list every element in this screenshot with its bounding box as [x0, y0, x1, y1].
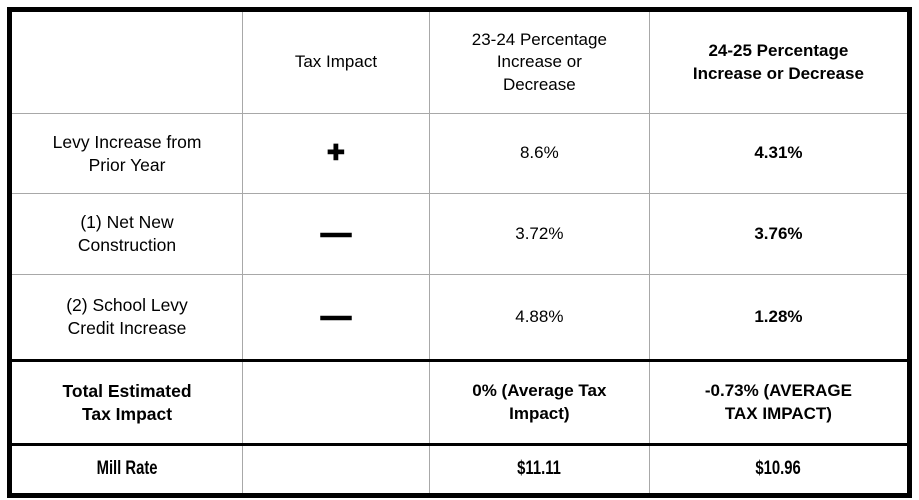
row-total-tax-impact: Total Estimated Tax Impact 0% (Average T…: [8, 359, 911, 445]
plus-symbol: +: [326, 136, 345, 170]
label-total-tax-impact: Total Estimated Tax Impact: [8, 359, 244, 445]
value-construction-23-24: 3.72%: [428, 193, 650, 275]
label-school-levy-credit: (2) School Levy Credit Increase: [8, 274, 244, 361]
value-total-24-25: -0.73% (AVERAGE TAX IMPACT): [648, 359, 911, 445]
value-mill-rate-23-24: $11.11: [428, 443, 650, 496]
minus-symbol: —: [320, 299, 352, 333]
value-levy-23-24: 8.6%: [428, 113, 650, 194]
plus-icon: +: [242, 113, 430, 194]
header-cell-blank: [8, 9, 244, 114]
label-levy-increase: Levy Increase from Prior Year: [8, 113, 244, 194]
row-school-levy-credit: (2) School Levy Credit Increase — 4.88% …: [8, 274, 911, 361]
cell-blank: [242, 359, 430, 445]
header-cell-tax-impact: Tax Impact: [242, 9, 430, 114]
header-cell-24-25: 24-25 Percentage Increase or Decrease: [648, 9, 911, 114]
minus-icon: —: [242, 274, 430, 361]
value-levy-24-25: 4.31%: [648, 113, 911, 194]
label-mill-rate: Mill Rate: [8, 443, 244, 496]
header-cell-23-24: 23-24 Percentage Increase or Decrease: [428, 9, 650, 114]
value-mill-rate-24-25: $10.96: [648, 443, 911, 496]
cell-blank: [242, 443, 430, 496]
mill-rate-24-25-text: $10.96: [755, 458, 802, 480]
value-credit-24-25: 1.28%: [648, 274, 911, 361]
row-mill-rate: Mill Rate $11.11 $10.96: [8, 443, 911, 496]
row-net-new-construction: (1) Net New Construction — 3.72% 3.76%: [8, 193, 911, 275]
label-net-new-construction: (1) Net New Construction: [8, 193, 244, 275]
value-credit-23-24: 4.88%: [428, 274, 650, 361]
header-row: Tax Impact 23-24 Percentage Increase or …: [8, 9, 911, 114]
value-construction-24-25: 3.76%: [648, 193, 911, 275]
minus-symbol: —: [320, 216, 352, 250]
mill-rate-text: Mill Rate: [96, 458, 158, 480]
mill-rate-23-24-text: $11.11: [517, 458, 562, 480]
row-levy-increase: Levy Increase from Prior Year + 8.6% 4.3…: [8, 113, 911, 194]
minus-icon: —: [242, 193, 430, 275]
value-total-23-24: 0% (Average Tax Impact): [428, 359, 650, 445]
tax-impact-table: Tax Impact 23-24 Percentage Increase or …: [7, 7, 912, 498]
